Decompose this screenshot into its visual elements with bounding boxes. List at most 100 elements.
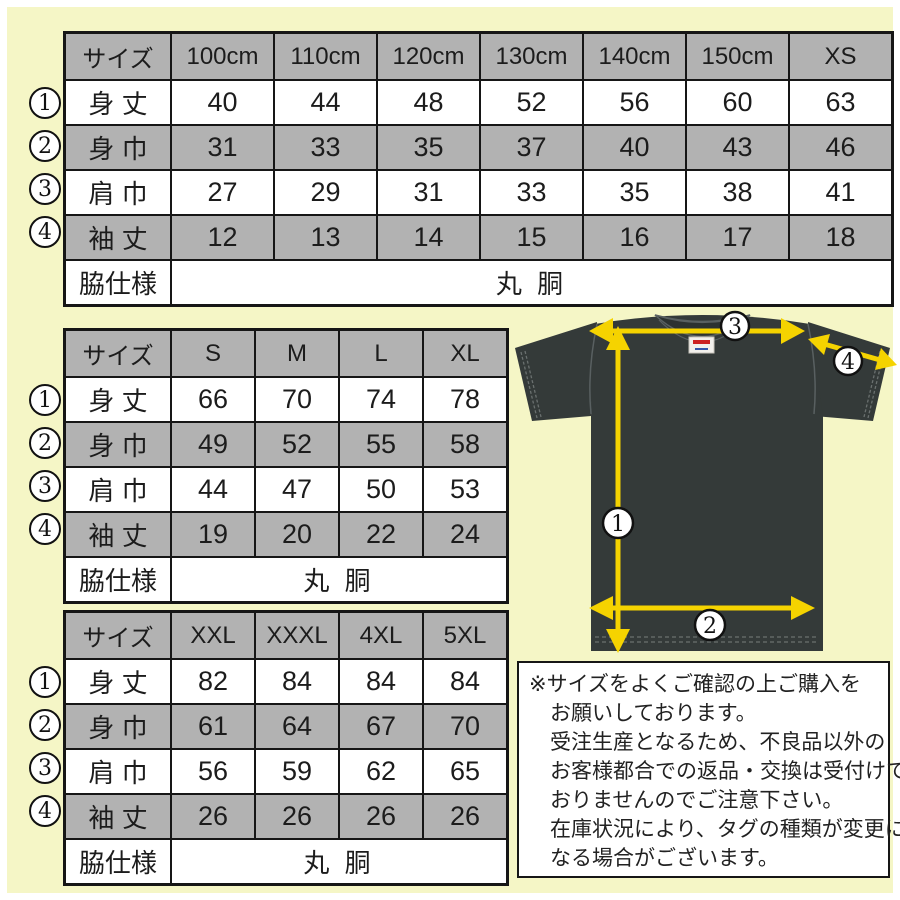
size-value: 26 bbox=[170, 793, 256, 840]
size-value: 38 bbox=[685, 169, 790, 216]
column-header: サイズ bbox=[63, 328, 172, 378]
size-value: 43 bbox=[685, 124, 790, 171]
right-armhole-seam bbox=[807, 323, 816, 415]
size-value: 47 bbox=[254, 466, 340, 513]
column-header: 100cm bbox=[170, 31, 275, 81]
side-spec-value: 丸 胴 bbox=[170, 838, 509, 886]
size-value: 26 bbox=[422, 793, 509, 840]
size-value: 17 bbox=[685, 214, 790, 261]
note-line: 在庫状況により、タグの種類が変更に bbox=[550, 818, 900, 841]
column-header: 130cm bbox=[479, 31, 584, 81]
row-label: 身 巾 bbox=[63, 703, 172, 750]
svg-text:2: 2 bbox=[703, 614, 717, 639]
size-value: 55 bbox=[338, 421, 424, 468]
purchase-note-box: ※サイズをよくご確認の上ご購入を お願いしております。 受注生産となるため、不良… bbox=[517, 661, 900, 878]
size-value: 46 bbox=[788, 124, 894, 171]
size-value: 13 bbox=[273, 214, 378, 261]
column-header: XS bbox=[788, 31, 894, 81]
row-label: 肩 巾 bbox=[63, 748, 172, 795]
column-header: M bbox=[254, 328, 340, 378]
left-sleeve bbox=[515, 322, 597, 421]
size-table-s-to-xl: 1 2 3 4 サイズ S M L XL 身 丈 66 70 74 78 身 巾 49 52 55 58 肩 巾 44 4… bbox=[29, 328, 509, 604]
size-value: 24 bbox=[422, 511, 509, 558]
size-value: 15 bbox=[479, 214, 584, 261]
size-value: 12 bbox=[170, 214, 275, 261]
note-line: なる場合がございます。 bbox=[550, 847, 779, 870]
row-number-badge-2: 2 bbox=[29, 709, 61, 741]
size-value: 70 bbox=[254, 376, 340, 423]
column-header: サイズ bbox=[63, 610, 172, 660]
size-table-xxl-to-5xl: 1 2 3 4 サイズ XXL XXXL 4XL 5XL 身 丈 82 84 84 84 身 巾 61 64 67… bbox=[29, 610, 509, 886]
size-value: 60 bbox=[685, 79, 790, 126]
size-value: 16 bbox=[582, 214, 687, 261]
row-number-badge-4: 4 bbox=[29, 795, 61, 827]
size-table: サイズ XXL XXXL 4XL 5XL 身 丈 82 84 84 84 身 巾 61 64 67 70 肩 … bbox=[63, 610, 509, 886]
size-value: 37 bbox=[479, 124, 584, 171]
size-value: 62 bbox=[338, 748, 424, 795]
size-value: 18 bbox=[788, 214, 894, 261]
size-value: 22 bbox=[338, 511, 424, 558]
size-value: 82 bbox=[170, 658, 256, 705]
size-value: 65 bbox=[422, 748, 509, 795]
column-header: 120cm bbox=[376, 31, 481, 81]
size-table-kids-to-xs: 1 2 3 4 サイズ 100cm 110cm 120cm 130cm 140cm 150cm XS 身… bbox=[29, 31, 894, 307]
size-value: 20 bbox=[254, 511, 340, 558]
size-value: 35 bbox=[582, 169, 687, 216]
size-value: 40 bbox=[582, 124, 687, 171]
size-value: 63 bbox=[788, 79, 894, 126]
row-number-badge-1: 1 bbox=[29, 87, 61, 119]
row-label: 肩 巾 bbox=[63, 466, 172, 513]
size-value: 84 bbox=[338, 658, 424, 705]
size-value: 40 bbox=[170, 79, 275, 126]
row-number-badge-2: 2 bbox=[29, 130, 61, 162]
measure-circle-3: 3 bbox=[719, 310, 751, 342]
column-header: 140cm bbox=[582, 31, 687, 81]
size-value: 50 bbox=[338, 466, 424, 513]
side-spec-label: 脇仕様 bbox=[63, 838, 172, 886]
row-number-badge-3: 3 bbox=[29, 752, 61, 784]
size-value: 44 bbox=[170, 466, 256, 513]
row-number-badge-4: 4 bbox=[29, 513, 61, 545]
size-table: サイズ 100cm 110cm 120cm 130cm 140cm 150cm XS 身 丈 40… bbox=[63, 31, 894, 307]
size-value: 58 bbox=[422, 421, 509, 468]
row-label: 身 丈 bbox=[63, 658, 172, 705]
svg-text:1: 1 bbox=[611, 512, 625, 537]
measure-circle-2: 2 bbox=[693, 608, 727, 642]
size-value: 52 bbox=[254, 421, 340, 468]
size-value: 67 bbox=[338, 703, 424, 750]
size-value: 64 bbox=[254, 703, 340, 750]
size-value: 27 bbox=[170, 169, 275, 216]
row-label: 袖 丈 bbox=[63, 793, 172, 840]
body-length-arrow bbox=[606, 326, 630, 653]
row-label: 身 巾 bbox=[63, 421, 172, 468]
column-header: 4XL bbox=[338, 610, 424, 660]
shoulder-width-arrow bbox=[589, 318, 805, 344]
size-table: サイズ S M L XL 身 丈 66 70 74 78 身 巾 49 52 55 58 肩 巾 44 47 50 5… bbox=[63, 328, 509, 604]
row-label: 身 丈 bbox=[63, 79, 172, 126]
column-header: XL bbox=[422, 328, 509, 378]
size-value: 61 bbox=[170, 703, 256, 750]
neck-tag-icon bbox=[688, 336, 715, 354]
size-value: 78 bbox=[422, 376, 509, 423]
measure-circle-1: 1 bbox=[601, 506, 635, 540]
size-value: 53 bbox=[422, 466, 509, 513]
side-spec-label: 脇仕様 bbox=[63, 259, 172, 307]
size-value: 49 bbox=[170, 421, 256, 468]
size-value: 31 bbox=[376, 169, 481, 216]
svg-text:4: 4 bbox=[841, 350, 855, 375]
body-width-arrow bbox=[589, 596, 815, 620]
row-number-badge-3: 3 bbox=[29, 470, 61, 502]
row-label: 身 巾 bbox=[63, 124, 172, 171]
row-number-badge-3: 3 bbox=[29, 173, 61, 205]
size-value: 56 bbox=[582, 79, 687, 126]
row-label: 身 丈 bbox=[63, 376, 172, 423]
tshirt-measurement-diagram: 3 4 1 2 bbox=[515, 310, 897, 653]
column-header: S bbox=[170, 328, 256, 378]
size-value: 26 bbox=[338, 793, 424, 840]
size-value: 19 bbox=[170, 511, 256, 558]
row-label: 袖 丈 bbox=[63, 214, 172, 261]
column-header: 150cm bbox=[685, 31, 790, 81]
side-spec-label: 脇仕様 bbox=[63, 556, 172, 604]
measure-circle-4: 4 bbox=[832, 345, 864, 377]
size-value: 29 bbox=[273, 169, 378, 216]
